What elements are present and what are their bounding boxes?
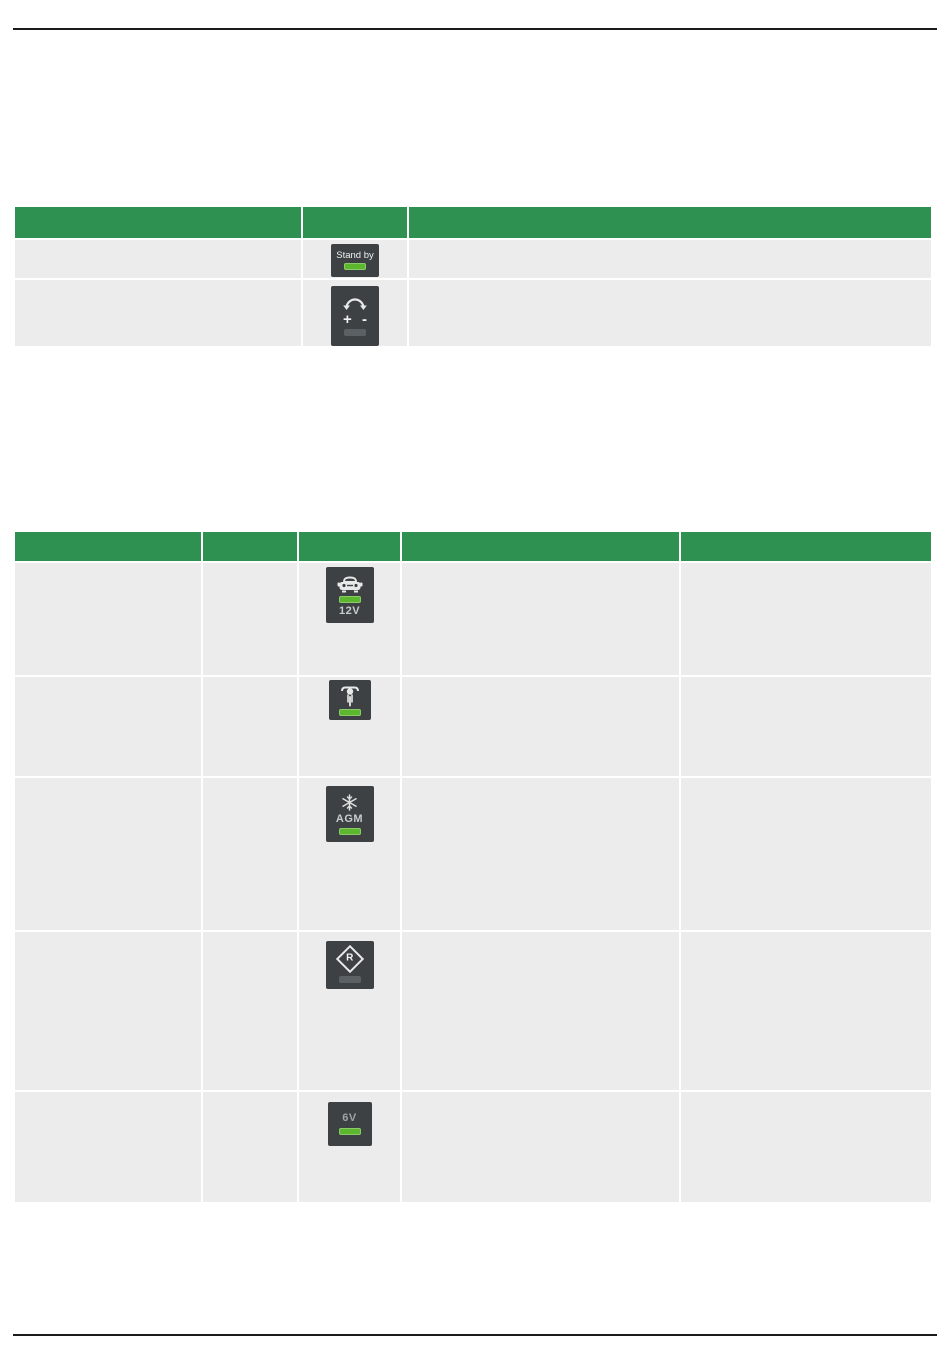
- table2-header-cell-5: [681, 532, 931, 561]
- modes-table-2: 12V: [15, 532, 931, 1202]
- recond-label: R: [345, 952, 354, 964]
- table2-header-cell-2: [203, 532, 297, 561]
- car-12v-mode-icon: 12V: [325, 567, 374, 623]
- table2-header-cell-1: [15, 532, 201, 561]
- modes-table-1: Stand by + -: [15, 207, 931, 346]
- table2-row4-cell-5: [681, 932, 931, 1090]
- table2-row3-cell-5: [681, 778, 931, 930]
- table2-row1-cell-2: [203, 563, 297, 675]
- stand-by-led: [344, 263, 366, 271]
- car-front-icon: [337, 576, 362, 592]
- table2-row5-cell-5: [681, 1092, 931, 1202]
- table1-row1-cell-icon: Stand by: [303, 240, 407, 278]
- table2-row2-cell-icon: [299, 677, 400, 776]
- table2-row5-cell-4: [402, 1092, 679, 1202]
- table2-row5-cell-1: [15, 1092, 201, 1202]
- table2-header-cell-4: [402, 532, 679, 561]
- 6v-label: 6V: [342, 1112, 357, 1124]
- table2-row5-cell-icon: 6V: [299, 1092, 400, 1202]
- recond-diamond-icon: R: [335, 944, 364, 974]
- stand-by-label: Stand by: [336, 249, 374, 261]
- table2-row3-cell-4: [402, 778, 679, 930]
- table1-header-cell-2: [303, 207, 407, 238]
- table2-row3-cell-2: [203, 778, 297, 930]
- motorcycle-mode-icon: [328, 680, 371, 720]
- table2-row2-cell-5: [681, 677, 931, 776]
- recond-led: [338, 976, 361, 983]
- motorcycle-led: [338, 709, 361, 716]
- stand-by-mode-icon: Stand by: [331, 244, 379, 277]
- table1-row1-cell-3: [409, 240, 931, 278]
- table1-row2-cell-icon: + -: [303, 280, 407, 346]
- supply-mode-icon: + -: [331, 286, 379, 346]
- recond-mode-icon: R: [325, 941, 374, 989]
- table2-row3-cell-1: [15, 778, 201, 930]
- table1-row2-cell-3: [409, 280, 931, 346]
- table1-row1-cell-1: [15, 240, 301, 278]
- table2-row4-cell-2: [203, 932, 297, 1090]
- table2-row4-cell-1: [15, 932, 201, 1090]
- table2-row1-cell-4: [402, 563, 679, 675]
- snowflake-icon: [342, 793, 357, 811]
- table2-row5-cell-2: [203, 1092, 297, 1202]
- table2-row1-cell-5: [681, 563, 931, 675]
- table1-row2-cell-1: [15, 280, 301, 346]
- motorcycle-front-icon: [340, 686, 359, 707]
- table1-header-cell-1: [15, 207, 301, 238]
- supply-plus-minus-label: + -: [343, 311, 370, 328]
- table2-row1-cell-icon: 12V: [299, 563, 400, 675]
- table2-row2-cell-1: [15, 677, 201, 776]
- table2-row4-cell-4: [402, 932, 679, 1090]
- agm-led: [338, 827, 361, 835]
- bottom-rule: [13, 1334, 937, 1336]
- car-12v-label: 12V: [338, 604, 361, 617]
- table2-row2-cell-2: [203, 677, 297, 776]
- table2-header-cell-3: [299, 532, 400, 561]
- table2-row2-cell-4: [402, 677, 679, 776]
- agm-mode-icon: AGM: [325, 786, 374, 842]
- table2-row4-cell-icon: R: [299, 932, 400, 1090]
- 6v-mode-icon: 6V: [327, 1102, 372, 1146]
- table1-header-cell-3: [409, 207, 931, 238]
- circular-arrow-icon: [343, 298, 367, 310]
- 6v-led: [338, 1128, 361, 1135]
- table2-row1-cell-1: [15, 563, 201, 675]
- supply-led: [344, 329, 366, 336]
- agm-label: AGM: [335, 812, 364, 825]
- top-rule: [13, 28, 937, 30]
- car-12v-led: [338, 595, 361, 603]
- table2-row3-cell-icon: AGM: [299, 778, 400, 930]
